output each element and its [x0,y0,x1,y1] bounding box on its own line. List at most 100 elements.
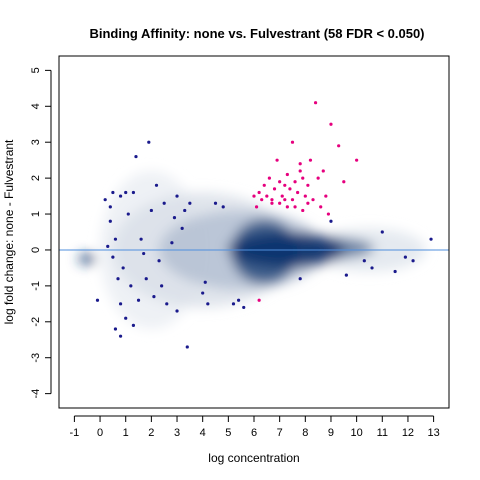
x-tick-label: -1 [70,427,80,439]
significant-point [316,176,320,180]
significant-point [301,208,305,213]
significant-point [257,298,261,302]
x-tick-label: 3 [174,427,180,439]
x-tick-label: 9 [328,427,334,439]
y-axis-label: log fold change: none - Fulvestrant [2,139,16,324]
x-tick-label: 8 [302,427,308,439]
nonsignificant-point [393,269,397,274]
nonsignificant-point [139,237,143,241]
nonsignificant-point [165,302,169,306]
nonsignificant-point [237,298,241,302]
significant-point [285,205,289,209]
significant-point [296,190,300,195]
nonsignificant-point [111,255,115,259]
nonsignificant-point [144,277,148,281]
nonsignificant-point [242,305,246,310]
nonsignificant-point [175,194,179,198]
significant-point [254,205,259,209]
x-tick-label: 4 [200,427,206,439]
significant-point [265,194,269,198]
significant-point [311,198,315,202]
significant-point [272,187,277,191]
significant-point [267,176,271,180]
significant-point [278,180,282,184]
significant-point [288,187,292,191]
nonsignificant-point [147,140,151,144]
nonsignificant-point [380,230,384,234]
significant-point [283,198,287,202]
x-tick-label: 7 [277,427,283,439]
nonsignificant-point [231,302,236,306]
nonsignificant-point [188,201,192,205]
significant-point [262,183,266,187]
nonsignificant-point [129,284,133,288]
nonsignificant-point [221,205,225,209]
nonsignificant-point [108,219,112,223]
significant-point [298,169,302,173]
nonsignificant-point [201,291,205,295]
nonsignificant-point [157,259,161,263]
significant-point [303,194,307,198]
significant-point [293,205,297,209]
y-tick-label: 4 [30,103,42,109]
nonsignificant-point [111,190,115,195]
nonsignificant-point [136,298,141,302]
nonsignificant-point [124,190,128,195]
nonsignificant-point [124,316,128,320]
x-tick-label: 11 [377,427,388,439]
nonsignificant-point [154,183,159,187]
significant-point [293,180,297,184]
nonsignificant-point [411,259,415,263]
nonsignificant-point [183,208,187,213]
significant-point [342,180,346,184]
significant-point [290,198,295,202]
nonsignificant-point [206,302,210,306]
nonsignificant-point [116,277,120,281]
significant-point [283,183,287,187]
y-tick-label: 5 [30,67,42,73]
nonsignificant-point [170,241,174,245]
nonsignificant-point [172,216,177,220]
plot-frame [58,55,450,409]
nonsignificant-point [180,226,184,231]
nonsignificant-point [118,302,123,306]
significant-point [278,201,282,205]
significant-point [270,201,274,205]
y-tick-label: -4 [30,389,42,399]
nonsignificant-point [131,323,136,327]
x-axis: -1 0 1 2 3 4 5 6 7 8 9 10 11 12 13 [70,415,440,439]
y-tick-label: -2 [30,317,42,327]
significant-point [319,205,323,209]
x-tick-label: 5 [225,427,231,439]
nonsignificant-point [152,295,156,299]
y-tick-label: -3 [30,353,42,363]
nonsignificant-point [344,273,348,277]
nonsignificant-point [103,198,107,202]
density-region [78,253,97,265]
x-axis-label: log concentration [208,451,299,465]
nonsignificant-point [95,298,100,302]
significant-point [329,122,333,126]
x-tick-label: 1 [123,427,129,439]
y-tick-label: 1 [30,211,42,217]
x-tick-label: 0 [97,427,103,439]
nonsignificant-point [403,255,407,259]
nonsignificant-point [362,259,366,263]
points-layer [95,101,433,349]
nonsignificant-point [162,201,166,205]
nonsignificant-point [160,284,164,288]
nonsignificant-point [149,208,153,213]
nonsignificant-point [203,280,207,284]
nonsignificant-point [118,334,123,338]
chart-title: Binding Affinity: none vs. Fulvestrant (… [89,26,424,41]
significant-point [337,144,341,148]
significant-point [326,212,331,216]
y-tick-label: 3 [30,139,42,145]
significant-point [306,183,310,187]
nonsignificant-point [185,345,189,349]
significant-point [308,158,313,162]
nonsignificant-point [134,154,138,159]
nonsignificant-point [175,309,179,313]
nonsignificant-point [126,212,130,216]
y-tick-label: 2 [30,175,42,181]
